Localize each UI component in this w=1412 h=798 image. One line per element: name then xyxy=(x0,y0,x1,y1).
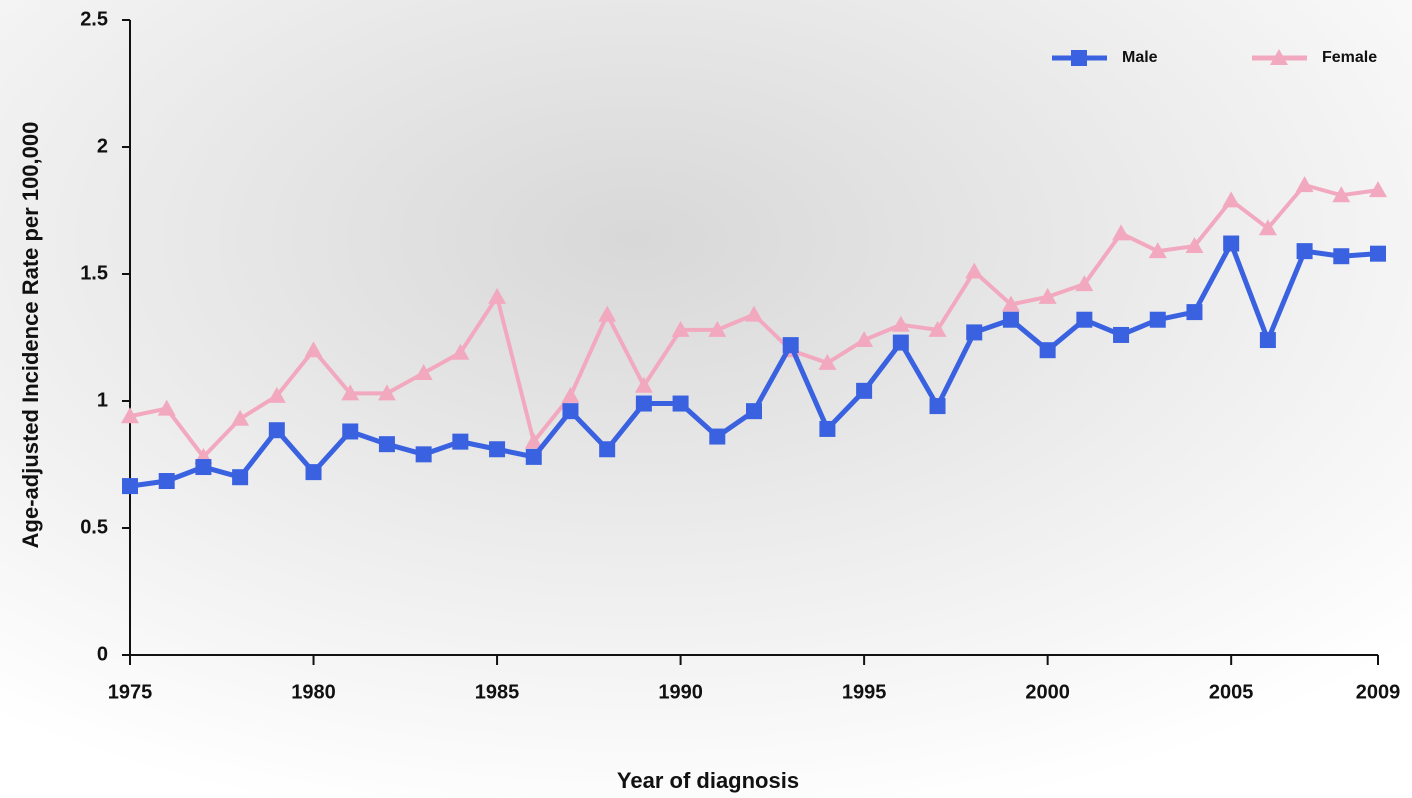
y-axis-title: Age-adjusted Incidence Rate per 100,000 xyxy=(18,122,43,549)
x-tick-label: 1985 xyxy=(475,681,520,703)
y-tick-label: 1 xyxy=(97,389,108,411)
marker xyxy=(1333,248,1350,265)
marker xyxy=(231,409,250,426)
marker xyxy=(672,395,689,412)
y-tick-label: 1.5 xyxy=(80,262,108,284)
marker xyxy=(1186,304,1203,321)
marker xyxy=(782,337,799,354)
x-tick-label: 2005 xyxy=(1209,681,1254,703)
marker xyxy=(342,423,359,440)
marker xyxy=(1002,311,1019,328)
marker xyxy=(892,334,909,351)
marker xyxy=(304,341,323,358)
x-axis-title: Year of diagnosis xyxy=(617,768,799,793)
marker xyxy=(819,420,836,437)
marker xyxy=(1001,295,1020,312)
x-tick-label: 1990 xyxy=(658,681,703,703)
marker xyxy=(1258,219,1277,236)
marker xyxy=(1075,275,1094,292)
marker xyxy=(378,436,395,453)
marker xyxy=(305,464,322,481)
marker xyxy=(561,386,580,403)
marker xyxy=(1039,342,1056,359)
marker xyxy=(377,384,396,401)
x-tick-label: 2000 xyxy=(1025,681,1070,703)
marker xyxy=(232,469,249,486)
marker xyxy=(525,448,542,465)
marker xyxy=(1270,49,1288,65)
y-tick-label: 0 xyxy=(97,643,108,665)
marker xyxy=(1185,237,1204,254)
marker xyxy=(414,364,433,381)
marker xyxy=(121,407,139,424)
x-tick-label: 1980 xyxy=(291,681,336,703)
marker xyxy=(452,433,469,450)
marker xyxy=(965,262,984,279)
marker xyxy=(709,428,726,445)
legend-label: Male xyxy=(1122,49,1158,66)
marker xyxy=(1071,50,1087,66)
marker xyxy=(599,441,616,458)
marker xyxy=(1076,311,1093,328)
marker xyxy=(268,422,285,439)
marker xyxy=(598,305,617,322)
marker xyxy=(1296,243,1313,260)
marker xyxy=(157,399,176,416)
x-tick-label: 1995 xyxy=(842,681,887,703)
marker xyxy=(267,386,286,403)
marker xyxy=(746,403,762,420)
marker xyxy=(671,320,690,337)
marker xyxy=(562,403,579,420)
marker xyxy=(451,343,470,360)
marker xyxy=(1223,235,1240,252)
marker xyxy=(1112,224,1131,241)
marker xyxy=(415,446,432,463)
marker xyxy=(635,395,652,412)
marker xyxy=(1295,176,1314,193)
marker xyxy=(856,382,873,399)
legend-label: Female xyxy=(1322,49,1377,66)
marker xyxy=(855,331,874,348)
marker xyxy=(1113,326,1130,343)
marker xyxy=(488,287,507,304)
marker xyxy=(745,305,763,322)
marker xyxy=(158,473,175,490)
marker xyxy=(524,432,543,449)
x-tick-label: 1975 xyxy=(108,681,153,703)
marker xyxy=(891,315,910,332)
marker xyxy=(928,320,947,337)
marker xyxy=(1259,332,1276,349)
marker xyxy=(122,478,138,495)
marker xyxy=(966,324,983,341)
y-tick-label: 2.5 xyxy=(80,8,108,30)
marker xyxy=(1222,191,1241,208)
marker xyxy=(818,353,837,370)
marker xyxy=(1148,242,1167,259)
y-tick-label: 0.5 xyxy=(80,516,108,538)
marker xyxy=(929,398,946,415)
marker xyxy=(1370,245,1386,262)
marker xyxy=(708,320,727,337)
marker xyxy=(1149,311,1166,328)
marker xyxy=(1332,186,1351,203)
y-tick-label: 2 xyxy=(97,135,108,157)
marker xyxy=(1369,181,1387,198)
marker xyxy=(489,441,506,458)
marker xyxy=(634,376,653,393)
marker xyxy=(195,459,212,476)
marker xyxy=(1038,287,1057,304)
marker xyxy=(341,384,360,401)
x-tick-label: 2009 xyxy=(1356,681,1401,703)
